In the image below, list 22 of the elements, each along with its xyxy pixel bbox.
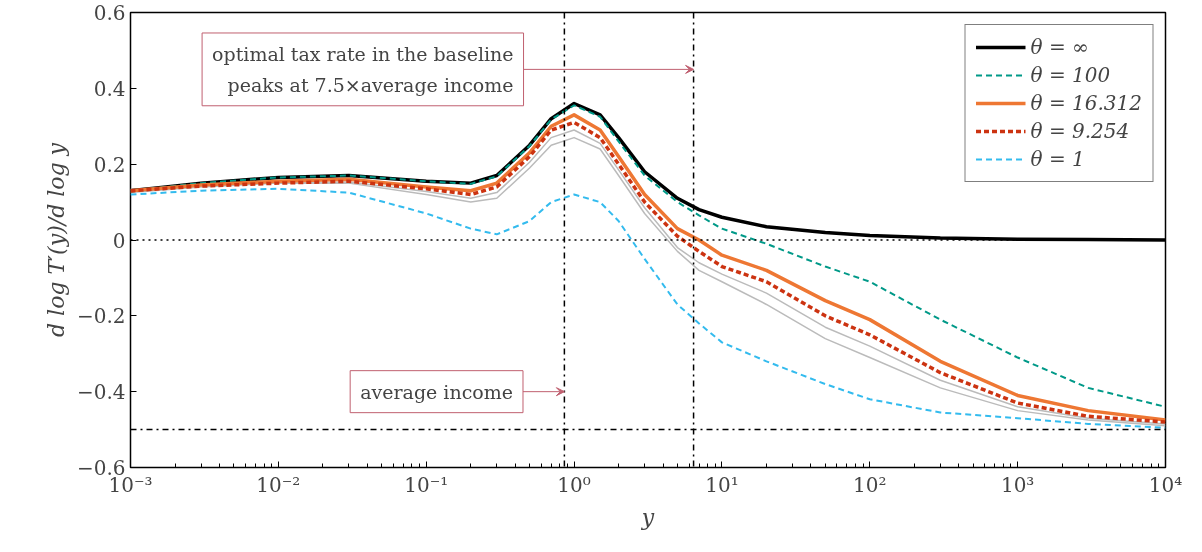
x-tick-label: 10⁴ [1148,472,1183,497]
x-tick-label: 10⁰ [557,472,591,497]
x-axis-title: y [640,504,655,530]
y-axis-title: d log T′(y)/d log y [43,142,69,337]
x-tick-label: 10¹ [705,472,739,497]
annotation: average income [360,380,513,403]
legend-label: θ = 9.254 [1030,119,1130,143]
legend-label: θ = 16.312 [1030,91,1142,115]
annotation: optimal tax rate in the baseline peaks at 7.5×average income [212,42,514,96]
x-tick-label: 10⁻² [256,472,301,497]
y-tick-label: 0.2 [93,152,126,177]
x-tick-label: 10² [853,472,887,497]
y-tick-label: −0.2 [76,304,126,329]
x-tick-label: 10³ [1000,472,1035,497]
legend-label: θ = 1 [1030,147,1085,171]
legend-label: θ = ∞ [1030,35,1089,59]
legend-label: θ = 100 [1030,63,1111,87]
y-tick-label: −0.4 [76,380,126,405]
y-tick-label: 0.6 [93,1,126,25]
x-tick-label: 10⁻¹ [404,472,449,497]
y-tick-label: 0 [112,228,126,253]
y-tick-label: 0.4 [93,76,126,101]
